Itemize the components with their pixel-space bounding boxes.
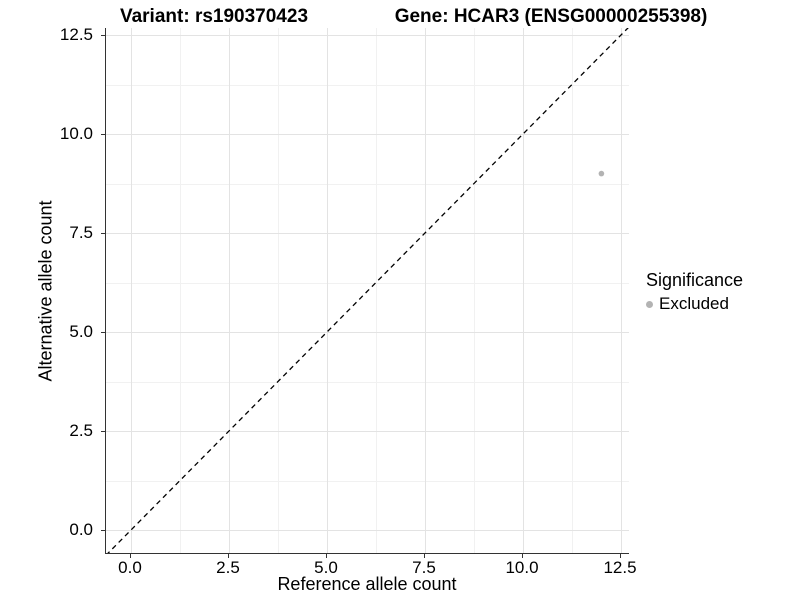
x-major-gridline (425, 28, 426, 553)
x-axis-tick (521, 554, 523, 558)
y-minor-gridline (106, 382, 629, 383)
legend-title: Significance (646, 270, 744, 290)
data-point-excluded (598, 170, 605, 177)
y-minor-gridline (106, 283, 629, 284)
x-major-gridline (131, 28, 132, 553)
x-minor-gridline (474, 28, 475, 553)
y-tick-label: 5.0 (69, 322, 93, 341)
y-major-gridline (106, 332, 629, 333)
y-axis-tick (101, 430, 105, 432)
y-major-gridline (106, 233, 629, 234)
plot-panel (105, 28, 629, 554)
y-axis-tick (101, 331, 105, 333)
y-tick-label: 2.5 (69, 421, 93, 440)
y-tick-label: 10.0 (59, 124, 93, 143)
x-tick-label: 10.0 (505, 558, 539, 577)
y-axis-tick (101, 529, 105, 531)
y-tick-label: 7.5 (69, 223, 93, 242)
excluded-point-icon (646, 300, 653, 308)
x-tick-label: 12.5 (603, 558, 637, 577)
y-minor-gridline (106, 481, 629, 482)
x-tick-label: 5.0 (314, 558, 338, 577)
x-axis-tick (227, 554, 229, 558)
x-axis-title: Reference allele count (277, 574, 457, 594)
x-axis-tick (619, 554, 621, 558)
y-tick-label: 12.5 (59, 25, 93, 44)
x-tick-label: 0.0 (118, 558, 142, 577)
x-minor-gridline (278, 28, 279, 553)
y-tick-label: 0.0 (69, 520, 93, 539)
x-major-gridline (327, 28, 328, 553)
y-axis-tick (101, 34, 105, 36)
x-tick-label: 2.5 (216, 558, 240, 577)
y-axis-tick (101, 133, 105, 135)
x-axis-tick (325, 554, 327, 558)
y-axis-tick (101, 232, 105, 234)
y-minor-gridline (106, 85, 629, 86)
y-major-gridline (106, 431, 629, 432)
legend-item-label: Excluded (659, 294, 729, 313)
x-minor-gridline (572, 28, 573, 553)
x-axis-tick (129, 554, 131, 558)
legend-item-excluded: Excluded (646, 294, 743, 314)
x-minor-gridline (180, 28, 181, 553)
y-major-gridline (106, 134, 629, 135)
plot-title-gene: Gene: HCAR3 (ENSG00000255398) (394, 6, 708, 27)
x-major-gridline (621, 28, 622, 553)
legend: Significance Excluded (646, 270, 743, 314)
x-major-gridline (523, 28, 524, 553)
identity-dashed-line (107, 28, 629, 553)
y-major-gridline (106, 530, 629, 531)
x-tick-label: 7.5 (412, 558, 436, 577)
y-major-gridline (106, 35, 629, 36)
x-major-gridline (229, 28, 230, 553)
identity-line-layer (107, 28, 629, 553)
x-minor-gridline (376, 28, 377, 553)
y-minor-gridline (106, 184, 629, 185)
plot-title-variant: Variant: rs190370423 (119, 6, 309, 27)
x-axis-tick (423, 554, 425, 558)
